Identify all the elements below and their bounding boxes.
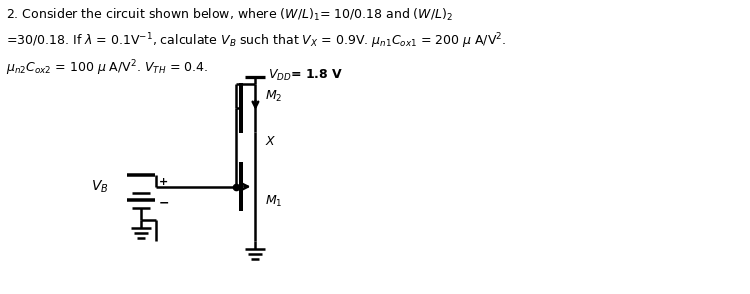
Text: 2. Consider the circuit shown below, where $(W/L)_1$= 10/0.18 and $(W/L)_2$
=30/: 2. Consider the circuit shown below, whe… — [6, 7, 507, 78]
Text: −: − — [159, 196, 170, 210]
Text: $V_{DD}$= 1.8 V: $V_{DD}$= 1.8 V — [268, 68, 344, 83]
Text: +: + — [159, 177, 168, 187]
Text: $M_1$: $M_1$ — [266, 194, 283, 209]
Text: $X$: $X$ — [266, 135, 277, 148]
Text: $V_B$: $V_B$ — [91, 178, 109, 195]
Text: $M_2$: $M_2$ — [266, 88, 283, 103]
